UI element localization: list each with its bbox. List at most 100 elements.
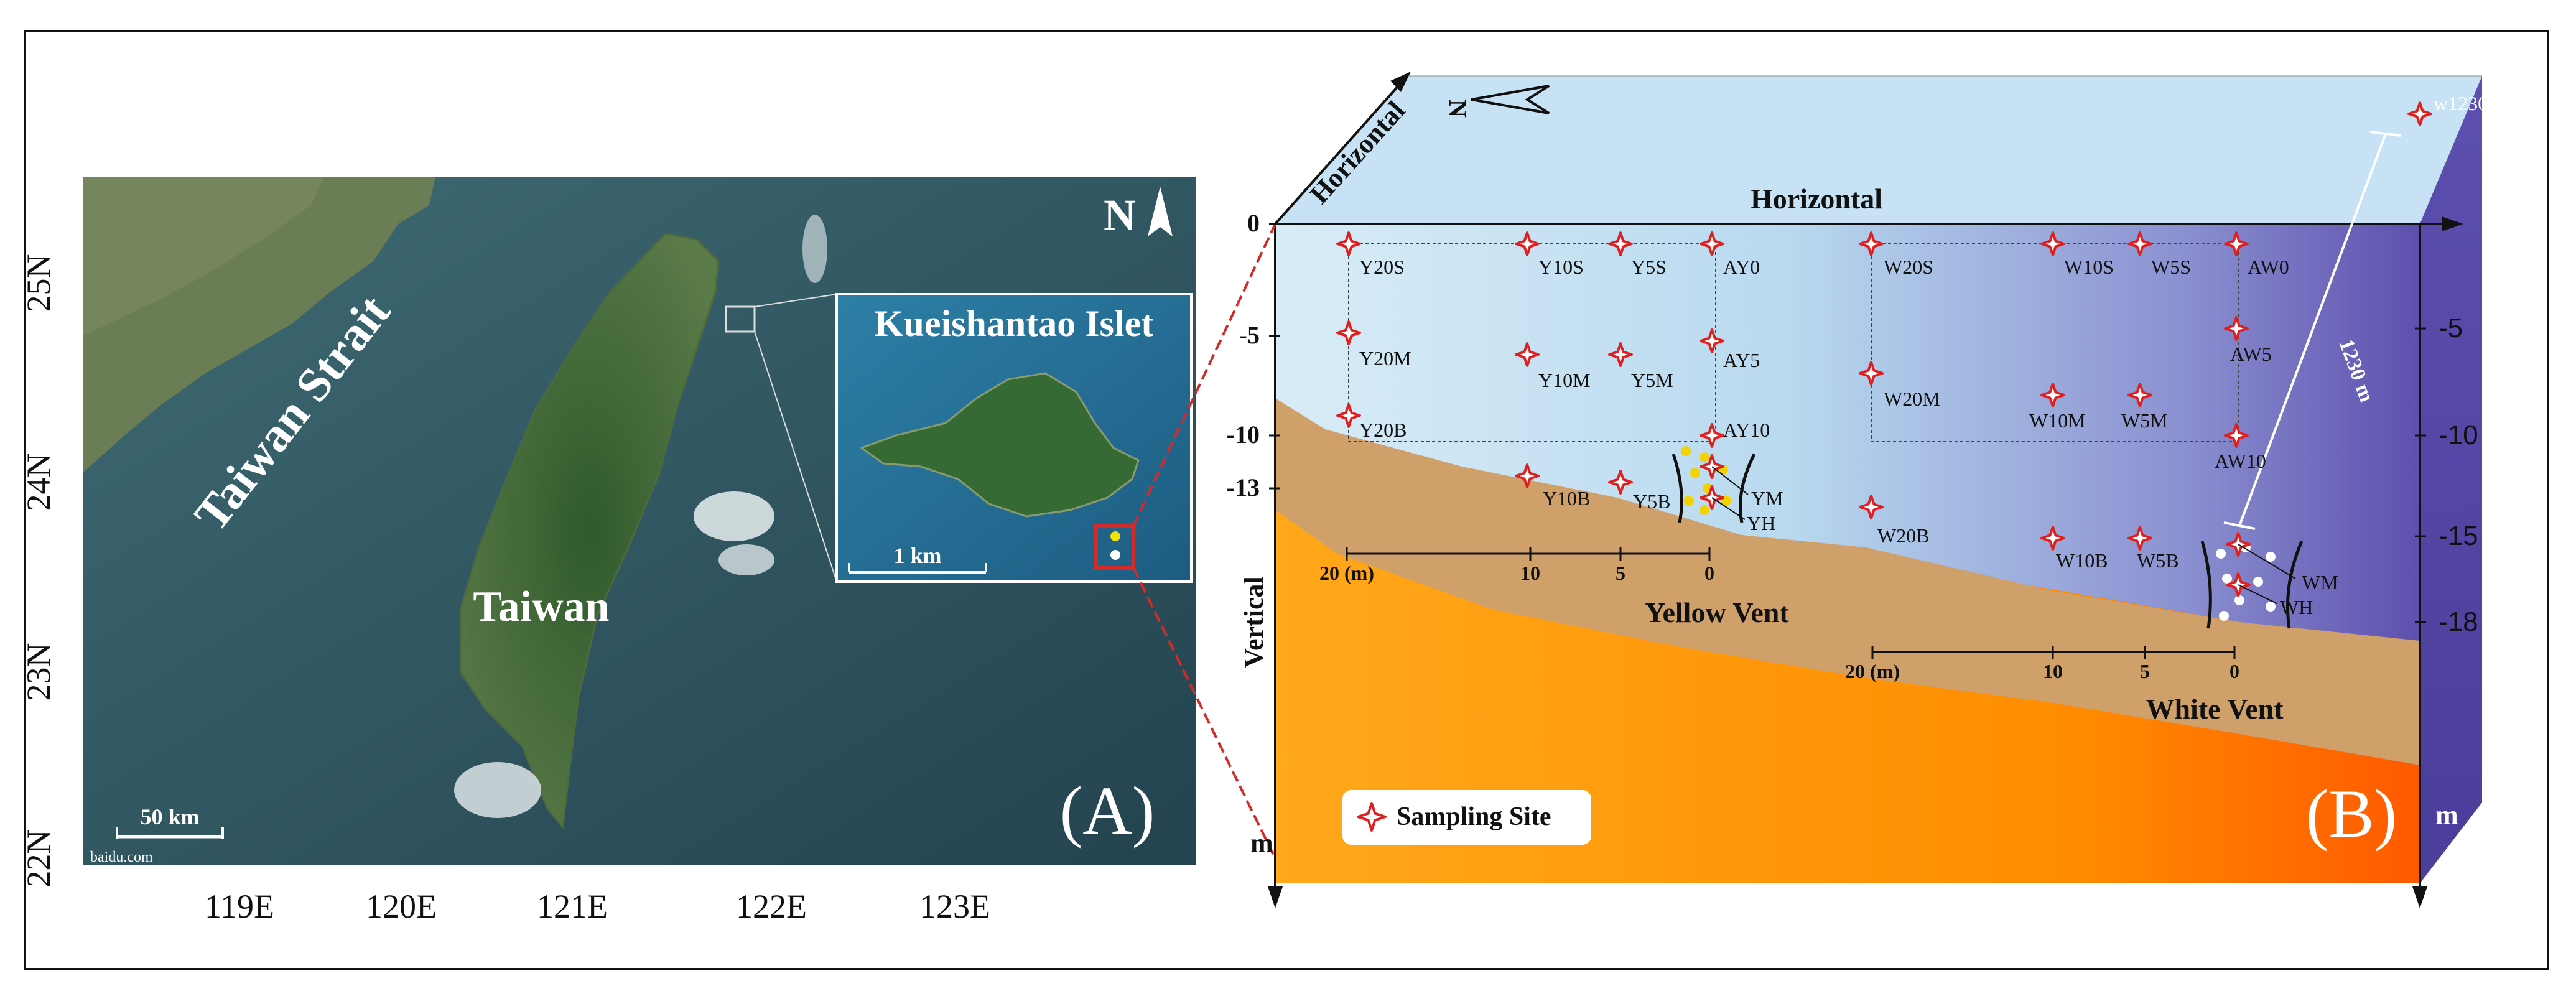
inset-scale-label: 1 km	[893, 543, 941, 568]
sampling-site-marker-icon	[2040, 383, 2065, 407]
sampling-site-marker-icon	[2224, 423, 2249, 448]
sampling-site-marker-icon	[1608, 342, 1633, 367]
white-vent-plume	[2200, 541, 2304, 629]
projection-line	[1132, 567, 1276, 859]
yellow-vent-dot	[1110, 531, 1120, 541]
distance-tick	[2369, 131, 2402, 137]
unit-left: m	[1250, 828, 1273, 858]
depth-label: -13	[1227, 473, 1260, 501]
north-label-b: N	[1444, 100, 1472, 118]
leader-line	[1711, 497, 1746, 520]
islet-location-box	[725, 305, 756, 333]
sampling-sites: w1230 Y20S Y10S Y5S AY0 Y20M Y10M Y5M AY5 Y20B AY1…	[1336, 92, 2488, 618]
scale-label: 20 (m)	[1319, 562, 1374, 584]
site-label: Y20S	[1359, 256, 1405, 278]
sampling-site-marker-icon	[2224, 316, 2249, 341]
diag-axis-arrow	[1390, 72, 1411, 92]
site-label: AY5	[1723, 349, 1760, 371]
projection-line	[1132, 223, 1276, 526]
cloud	[694, 491, 774, 541]
sampling-site-marker-icon	[1515, 463, 1540, 488]
white-vent-dot	[1110, 550, 1120, 560]
white-distance-scale: 20 (m) 10 5 0	[1845, 646, 2239, 682]
distance-tick	[2223, 521, 2256, 530]
inset-connector	[754, 294, 837, 307]
scale-label: 5	[1616, 562, 1625, 584]
longitude-labels: 119E 120E 121E 122E 123E	[205, 888, 990, 925]
right-side-face	[2420, 76, 2482, 883]
site-label: Y20B	[1359, 419, 1407, 441]
latitude-label: 25N	[20, 254, 57, 312]
diag-axis	[1274, 80, 1404, 225]
kueishantao-islet	[859, 372, 1140, 518]
white-vent-label: White Vent	[2146, 693, 2284, 725]
longitude-label: 123E	[919, 888, 990, 925]
site-label: AW5	[2230, 343, 2272, 365]
horizontal-axis-arrow	[2442, 216, 2463, 231]
legend-box	[1342, 790, 1591, 845]
site-label: WH	[2280, 596, 2313, 618]
site-label: YH	[1747, 512, 1775, 534]
site-label: W10M	[2029, 409, 2086, 432]
depth-label: -10	[1227, 421, 1260, 449]
site-label: W20M	[1884, 388, 1940, 410]
sampling-site-marker-icon	[2040, 526, 2065, 551]
site-label: W5S	[2151, 256, 2191, 278]
seabed-layer	[1275, 398, 2420, 765]
sampling-site-marker-icon	[1515, 231, 1540, 256]
site-label: AY10	[1723, 419, 1770, 441]
latitude-label: 22N	[20, 830, 57, 888]
depth-label: -5	[1239, 321, 1260, 349]
site-label: Y5S	[1631, 256, 1667, 278]
leader-line	[2238, 544, 2296, 579]
site-label: Y5M	[1631, 369, 1673, 391]
sampling-site-marker-icon	[1859, 495, 1884, 519]
legend-star-icon	[1357, 802, 1387, 832]
sampling-site-marker-icon	[1336, 231, 1361, 256]
vertical-axis-left-arrow	[1268, 886, 1283, 908]
scale-label: 0	[1704, 562, 1714, 584]
north-label: N	[1104, 190, 1136, 240]
site-label: W10S	[2064, 256, 2114, 278]
sampling-site-marker-icon	[1336, 403, 1361, 428]
longitude-label: 121E	[537, 888, 608, 925]
source-label: baidu.com	[90, 849, 153, 865]
site-label: W10B	[2056, 549, 2108, 572]
site-label: W20S	[1884, 256, 1933, 278]
distance-1230-line	[2238, 133, 2387, 526]
sampling-site-marker-icon	[1700, 328, 1724, 353]
sampling-site-marker-icon	[1859, 361, 1884, 386]
scale-label: 5	[2140, 660, 2150, 682]
site-label: AW0	[2248, 256, 2289, 278]
depth-label: -10	[2439, 420, 2478, 450]
map-scale-label: 50 km	[140, 804, 199, 829]
panel-a-label: (A)	[1060, 773, 1155, 849]
sampling-site-marker-icon	[1515, 342, 1540, 367]
sampling-site-marker-icon	[1859, 231, 1884, 256]
leader-line	[2238, 584, 2277, 604]
site-label: Y10S	[1538, 256, 1584, 278]
island-label: Taiwan	[473, 583, 609, 631]
site-label: W20B	[1877, 524, 1930, 547]
site-label: AW10	[2215, 450, 2266, 472]
legend-label: Sampling Site	[1397, 803, 1551, 831]
sampling-site-marker-icon	[2127, 383, 2152, 407]
depth-label: -15	[2439, 521, 2478, 551]
cloud	[454, 762, 541, 818]
yellow-distance-scale: 20 (m) 10 5 0	[1319, 547, 1714, 584]
north-arrow-icon	[1148, 187, 1173, 236]
sampling-site-marker-icon	[1608, 470, 1633, 495]
depth-label: -5	[2439, 313, 2463, 343]
sampling-site-marker-icon	[1700, 423, 1724, 448]
sampling-site-marker-icon	[2407, 101, 2432, 126]
scale-label: 10	[1520, 562, 1540, 584]
site-label: Y10B	[1543, 487, 1590, 509]
scale-label: 0	[2230, 660, 2239, 682]
sampling-site-marker-icon	[2224, 231, 2249, 256]
left-depth-scale: 0 -5 -10 -13	[1227, 209, 1280, 501]
scale-label: 10	[2043, 660, 2063, 682]
taiwan-island	[459, 232, 720, 830]
cloud	[802, 215, 827, 283]
scale-label: 20 (m)	[1845, 660, 1900, 682]
